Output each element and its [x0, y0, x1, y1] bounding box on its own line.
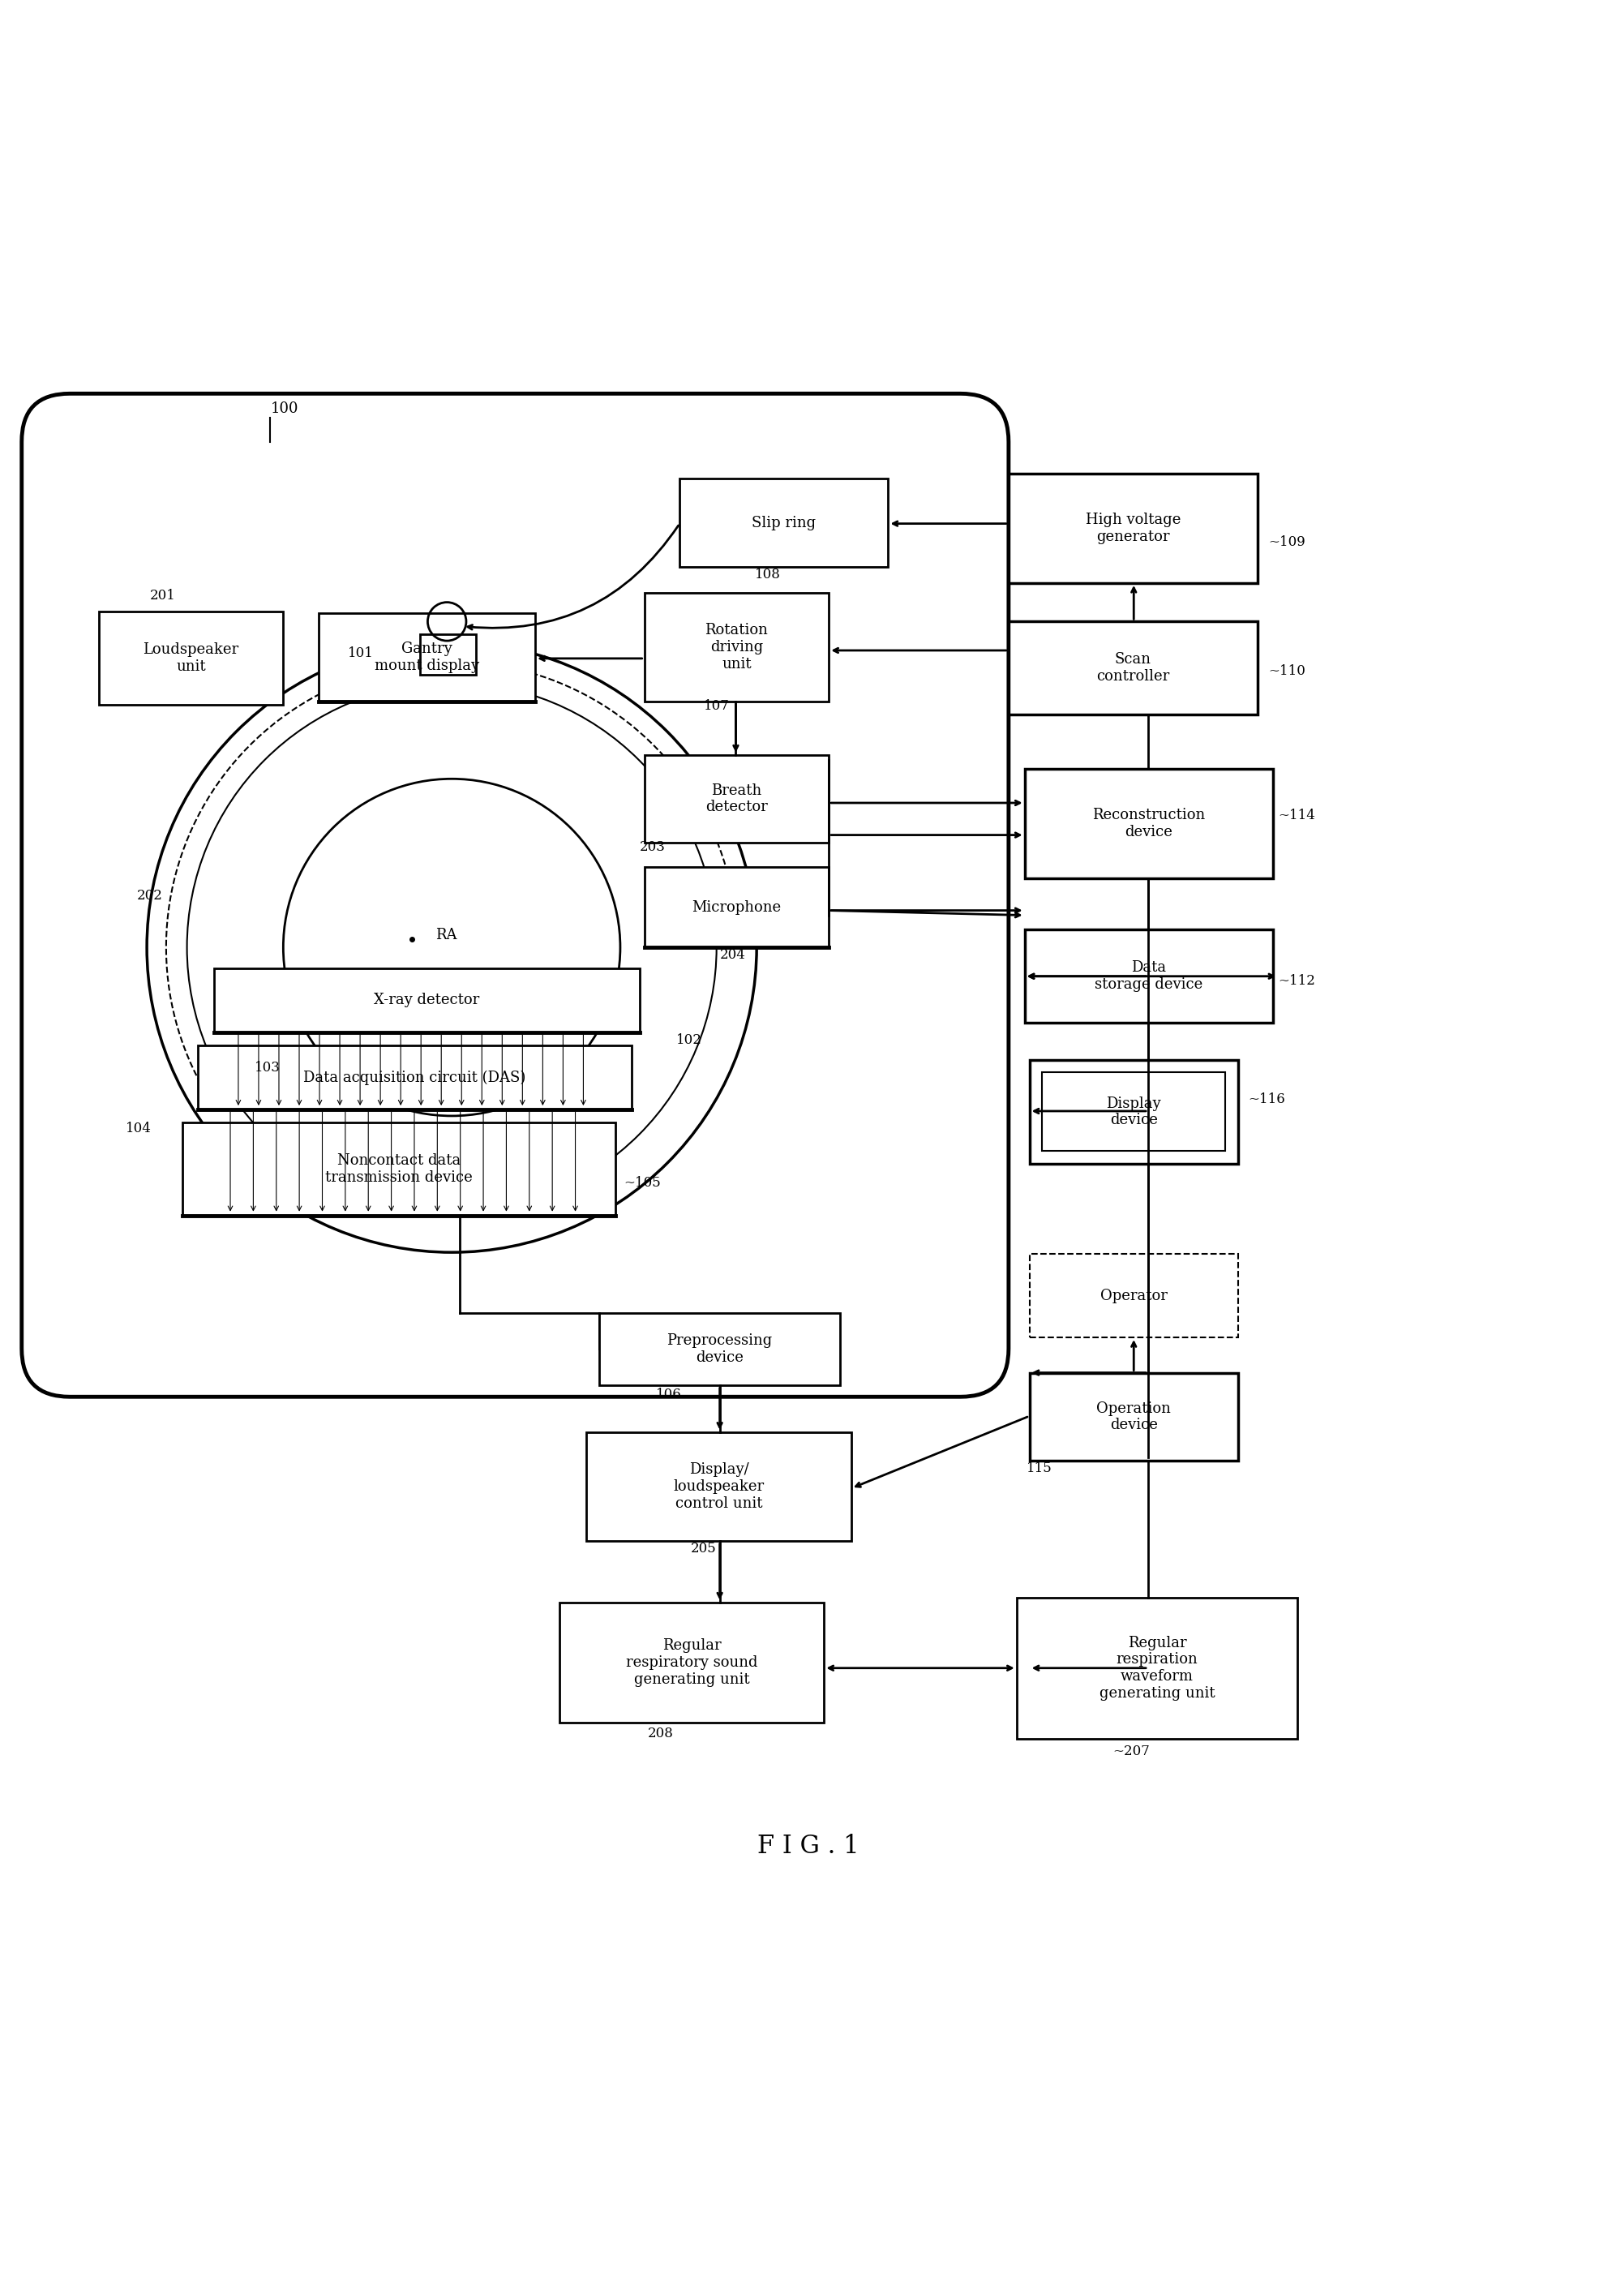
FancyBboxPatch shape [318, 613, 535, 703]
Text: 104: 104 [126, 1120, 152, 1134]
Text: F I G . 1: F I G . 1 [756, 1835, 860, 1860]
Text: Loudspeaker
unit: Loudspeaker unit [144, 643, 239, 675]
FancyBboxPatch shape [183, 1123, 616, 1215]
FancyBboxPatch shape [1029, 1061, 1238, 1164]
Text: 106: 106 [656, 1387, 682, 1401]
Text: Preprocessing
device: Preprocessing device [667, 1334, 772, 1366]
Text: 204: 204 [719, 948, 745, 962]
Text: Data
storage device: Data storage device [1096, 960, 1202, 992]
Text: ~110: ~110 [1269, 664, 1306, 677]
FancyBboxPatch shape [199, 1045, 632, 1109]
Circle shape [283, 778, 621, 1116]
FancyBboxPatch shape [1008, 473, 1257, 583]
Text: ~105: ~105 [624, 1176, 661, 1189]
Text: Operator: Operator [1100, 1288, 1167, 1302]
Text: High voltage
generator: High voltage generator [1086, 512, 1181, 544]
Text: 208: 208 [648, 1727, 674, 1740]
Text: Display
device: Display device [1107, 1095, 1162, 1127]
Text: X-ray detector: X-ray detector [373, 994, 480, 1008]
Text: Noncontact data
transmission device: Noncontact data transmission device [325, 1153, 472, 1185]
FancyBboxPatch shape [1016, 1598, 1298, 1738]
Text: 205: 205 [692, 1543, 716, 1557]
FancyBboxPatch shape [1008, 622, 1257, 714]
FancyBboxPatch shape [1025, 769, 1273, 879]
FancyBboxPatch shape [1029, 1254, 1238, 1336]
Text: Slip ring: Slip ring [751, 517, 816, 530]
Text: 201: 201 [150, 588, 176, 602]
FancyBboxPatch shape [1042, 1072, 1225, 1150]
FancyBboxPatch shape [1029, 1373, 1238, 1460]
Text: Display/
loudspeaker
control unit: Display/ loudspeaker control unit [674, 1463, 764, 1511]
FancyBboxPatch shape [600, 1313, 840, 1384]
Text: 203: 203 [640, 840, 666, 854]
Text: ~116: ~116 [1248, 1093, 1285, 1107]
Text: Regular
respiratory sound
generating unit: Regular respiratory sound generating uni… [625, 1639, 758, 1688]
Text: ~207: ~207 [1113, 1745, 1151, 1759]
FancyBboxPatch shape [645, 592, 829, 703]
FancyBboxPatch shape [99, 613, 283, 705]
FancyBboxPatch shape [680, 478, 889, 567]
Text: Gantry
mount display: Gantry mount display [375, 643, 480, 673]
Text: 115: 115 [1026, 1463, 1052, 1476]
FancyBboxPatch shape [21, 393, 1008, 1396]
Text: ~112: ~112 [1278, 974, 1315, 987]
Text: Microphone: Microphone [692, 900, 781, 914]
Text: ~109: ~109 [1269, 535, 1306, 549]
Text: 108: 108 [755, 567, 781, 581]
FancyBboxPatch shape [645, 868, 829, 948]
FancyBboxPatch shape [559, 1603, 824, 1722]
Text: 103: 103 [254, 1061, 280, 1075]
FancyBboxPatch shape [215, 969, 640, 1033]
Text: 100: 100 [270, 402, 299, 416]
Text: Data acquisition circuit (DAS): Data acquisition circuit (DAS) [304, 1070, 527, 1084]
Text: Scan
controller: Scan controller [1096, 652, 1170, 684]
FancyBboxPatch shape [587, 1433, 852, 1541]
Text: Regular
respiration
waveform
generating unit: Regular respiration waveform generating … [1099, 1635, 1215, 1701]
Text: Rotation
driving
unit: Rotation driving unit [705, 622, 768, 670]
Text: Breath
detector: Breath detector [706, 783, 768, 815]
Text: Reconstruction
device: Reconstruction device [1092, 808, 1206, 840]
Text: 101: 101 [347, 645, 373, 659]
Text: ~114: ~114 [1278, 808, 1315, 822]
FancyBboxPatch shape [420, 634, 475, 675]
Text: 107: 107 [703, 700, 729, 714]
Text: RA: RA [436, 928, 457, 944]
Text: Operation
device: Operation device [1097, 1401, 1172, 1433]
Text: 102: 102 [677, 1033, 703, 1047]
FancyBboxPatch shape [645, 755, 829, 843]
Text: 202: 202 [137, 889, 163, 902]
FancyBboxPatch shape [1025, 930, 1273, 1022]
